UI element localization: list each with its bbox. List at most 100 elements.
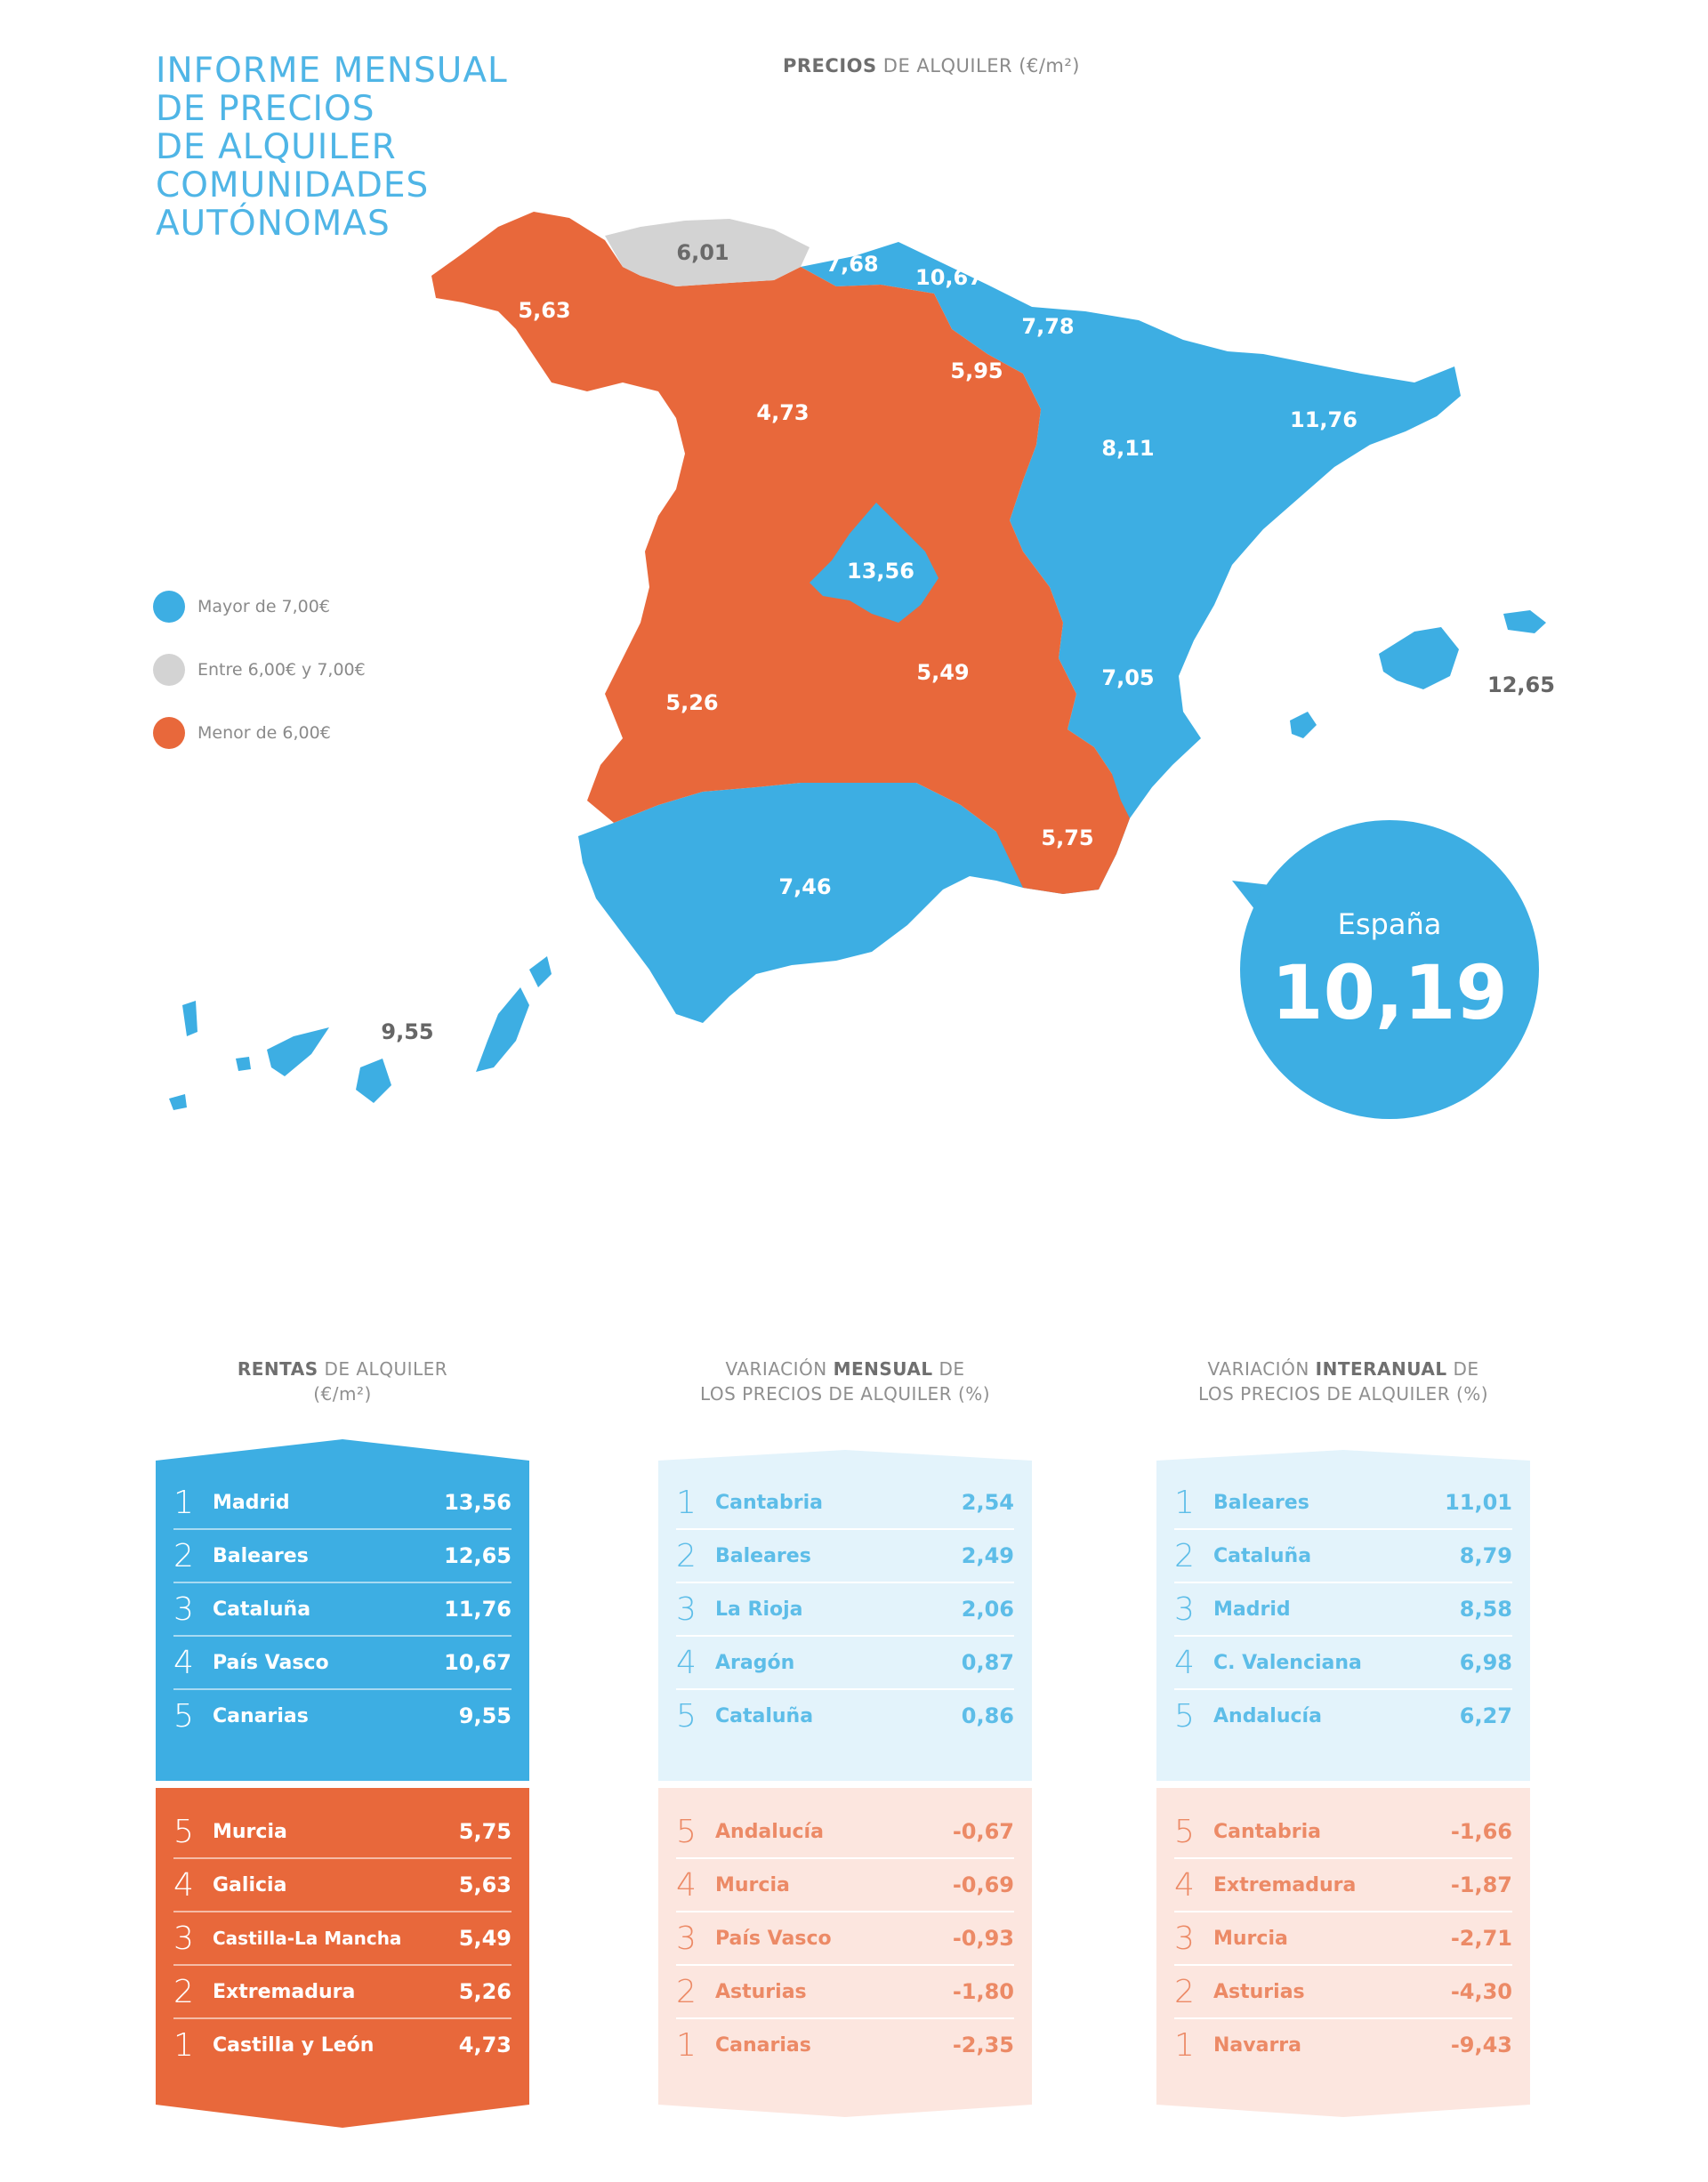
list-item: 5 Andalucía -0,67	[676, 1806, 1014, 1859]
region-name: País Vasco	[213, 1651, 329, 1674]
rank-list: 5 Murcia 5,75 4 Galicia 5,63 3 Castilla-La Ma…	[173, 1806, 512, 2071]
label-cataluna: 11,76	[1290, 407, 1358, 432]
region-canarias-hierro	[169, 1094, 187, 1110]
region-name: Baleares	[1213, 1491, 1309, 1514]
rank-list: 1 Baleares 11,01 2 Cataluña 8,79 3 Madrid 8,58…	[1174, 1477, 1512, 1742]
region-canarias-fuerteventura	[476, 987, 529, 1072]
rank-number: 3	[173, 1590, 194, 1628]
rank-number: 5	[173, 1813, 194, 1850]
col-head-line1: VARIACIÓN INTERANUAL DE	[1156, 1357, 1530, 1381]
col-head-line2: LOS PRECIOS DE ALQUILER (%)	[699, 1383, 991, 1405]
label-pais-vasco: 10,67	[915, 265, 983, 290]
list-item: 2 Cataluña 8,79	[1174, 1530, 1512, 1583]
list-item: 5 Cantabria -1,66	[1174, 1806, 1512, 1859]
col-head-line2: (€/m²)	[313, 1383, 372, 1405]
region-value: 0,87	[961, 1650, 1014, 1675]
list-item: 5 Andalucía 6,27	[1174, 1690, 1512, 1742]
col-head-rest: DE	[932, 1358, 965, 1380]
panel-rentas-bottom: 5 Murcia 5,75 4 Galicia 5,63 3 Castilla-La Ma…	[156, 1779, 529, 2126]
list-item: 5 Cataluña 0,86	[676, 1690, 1014, 1742]
region-madrid	[810, 503, 939, 623]
region-name: Murcia	[1213, 1927, 1288, 1950]
region-value: 8,79	[1459, 1543, 1512, 1568]
list-item: 5 Murcia 5,75	[173, 1806, 512, 1859]
region-name: Extremadura	[1213, 1873, 1357, 1896]
region-value: -9,43	[1450, 2033, 1512, 2057]
title-line: DE PRECIOS	[156, 89, 375, 129]
panel-interanual-bottom: 5 Cantabria -1,66 4 Extremadura -1,87 3 Murci…	[1156, 1779, 1530, 2126]
spain-label: España	[1338, 907, 1442, 941]
region-value: 13,56	[444, 1490, 512, 1515]
list-item: 2 Baleares 2,49	[676, 1530, 1014, 1583]
label-navarra: 7,78	[1021, 314, 1074, 339]
region-name: Castilla-La Mancha	[213, 1927, 402, 1949]
panel-mensual-top-bg	[658, 1450, 1032, 1781]
title-line: INFORME MENSUAL	[156, 51, 508, 91]
region-value: -0,67	[952, 1819, 1014, 1844]
spain-value: 10,19	[1271, 949, 1508, 1036]
region-value: 11,76	[444, 1597, 512, 1622]
label-cantabria: 7,68	[826, 252, 878, 277]
region-name: Asturias	[715, 1980, 807, 2003]
list-item: 2 Baleares 12,65	[173, 1530, 512, 1583]
region-asturias	[605, 219, 810, 286]
col-head-bold: MENSUAL	[833, 1358, 933, 1380]
col-head-bold: RENTAS	[237, 1358, 318, 1380]
legend-item-high: Mayor de 7,00€	[153, 591, 366, 623]
rank-number: 4	[676, 1644, 697, 1681]
region-value: -0,93	[952, 1926, 1014, 1951]
panel-interanual-bottom-bg	[1156, 1788, 1530, 2117]
region-ibiza	[1290, 712, 1317, 738]
region-canarias-gomera	[236, 1057, 251, 1071]
title-line: AUTÓNOMAS	[156, 204, 391, 244]
rank-number: 4	[676, 1866, 697, 1904]
rank-number: 5	[676, 1697, 697, 1735]
panel-rentas-top-bg	[156, 1439, 529, 1781]
label-andalucia: 7,46	[778, 874, 831, 899]
region-value: -2,35	[952, 2033, 1014, 2057]
region-name: Cataluña	[1213, 1544, 1312, 1567]
list-item: 4 Aragón 0,87	[676, 1637, 1014, 1690]
region-blue-east	[578, 242, 1461, 1023]
rank-number: 2	[1174, 1537, 1195, 1574]
list-item: 2 Asturias -4,30	[1174, 1966, 1512, 2019]
map-title-rest: DE ALQUILER (€/m²)	[876, 55, 1080, 76]
label-aragon: 8,11	[1101, 436, 1154, 461]
label-asturias: 6,01	[676, 240, 729, 265]
label-canarias: 9,55	[381, 1019, 433, 1044]
panel-interanual-top-bg	[1156, 1450, 1530, 1781]
legend-dot-mid	[153, 654, 185, 686]
list-item: 1 Madrid 13,56	[173, 1477, 512, 1530]
region-value: 6,27	[1459, 1703, 1512, 1728]
region-value: -4,30	[1450, 1979, 1512, 2004]
label-c-valenciana: 7,05	[1101, 665, 1154, 690]
list-item: 4 C. Valenciana 6,98	[1174, 1637, 1512, 1690]
rank-number: 1	[1174, 1484, 1195, 1521]
region-value: -0,69	[952, 1872, 1014, 1897]
col-head-interanual: VARIACIÓN INTERANUAL DE LOS PRECIOS DE A…	[1156, 1357, 1530, 1406]
region-value: -1,80	[952, 1979, 1014, 2004]
region-value: -1,87	[1450, 1872, 1512, 1897]
legend-dot-low	[153, 717, 185, 749]
col-head-line1: VARIACIÓN MENSUAL DE	[658, 1357, 1032, 1381]
region-name: Andalucía	[1213, 1704, 1322, 1727]
list-item: 2 Extremadura 5,26	[173, 1966, 512, 2019]
rank-list: 5 Andalucía -0,67 4 Murcia -0,69 3 País Vasco…	[676, 1806, 1014, 2071]
col-head-line2: LOS PRECIOS DE ALQUILER (%)	[1197, 1383, 1489, 1405]
region-orange-center	[431, 212, 1130, 894]
label-baleares: 12,65	[1487, 672, 1555, 697]
rank-number: 2	[676, 1537, 697, 1574]
rank-number: 4	[173, 1644, 194, 1681]
region-name: Madrid	[1213, 1598, 1291, 1621]
rank-number: 5	[173, 1697, 194, 1735]
col-head-rest: DE	[1446, 1358, 1479, 1380]
region-name: C. Valenciana	[1213, 1651, 1362, 1674]
spain-bubble	[1240, 820, 1539, 1119]
legend-label: Mayor de 7,00€	[197, 597, 330, 616]
label-extremadura: 5,26	[665, 690, 718, 715]
region-name: Canarias	[715, 2033, 811, 2057]
spain-map: España 10,19 5,63 6,01 7,68 10,67 7,78 5…	[169, 212, 1555, 1119]
region-name: País Vasco	[715, 1927, 832, 1950]
report-title: INFORME MENSUAL DE PRECIOS DE ALQUILER C…	[156, 52, 565, 243]
map-title: PRECIOS DE ALQUILER (€/m²)	[783, 55, 1080, 76]
